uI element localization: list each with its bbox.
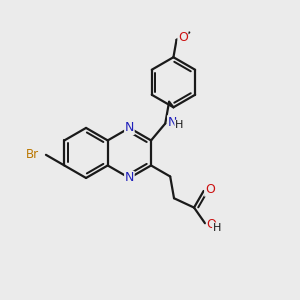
Text: N: N bbox=[168, 116, 177, 129]
Text: O: O bbox=[206, 218, 216, 231]
Text: Br: Br bbox=[26, 148, 39, 161]
Text: H: H bbox=[213, 223, 221, 233]
Text: N: N bbox=[125, 172, 134, 184]
Text: O: O bbox=[178, 31, 188, 44]
Text: H: H bbox=[175, 120, 183, 130]
Text: N: N bbox=[125, 122, 134, 134]
Text: O: O bbox=[205, 183, 215, 196]
